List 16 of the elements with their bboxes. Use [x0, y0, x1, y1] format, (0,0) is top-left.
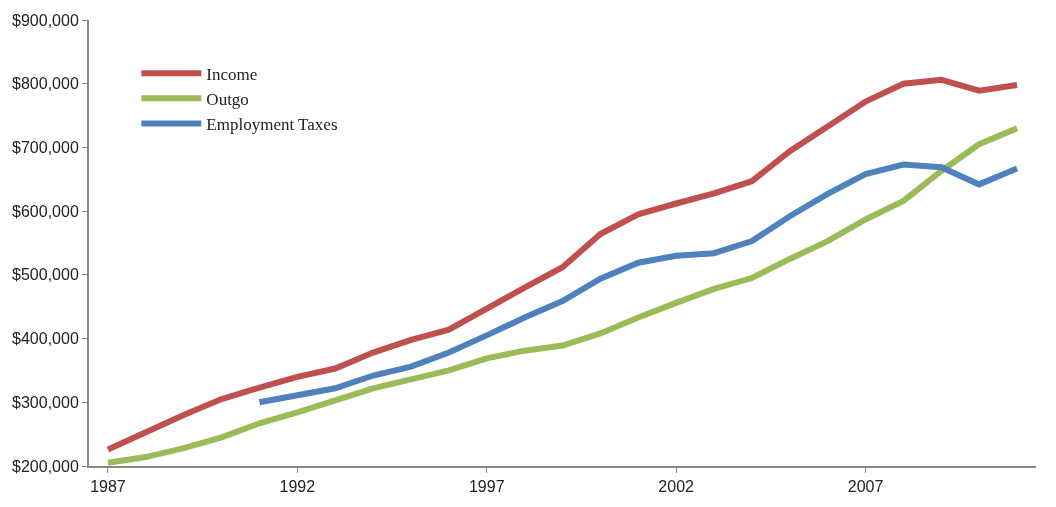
x-tick-label: 1992 [279, 478, 316, 496]
legend-label: Employment Taxes [206, 115, 338, 135]
y-tick-label: $600,000 [12, 202, 79, 220]
legend-label: Income [206, 64, 258, 84]
x-tick-label: 1987 [90, 478, 126, 496]
legend-label: Outgo [206, 89, 249, 109]
x-tick-label: 1997 [468, 478, 505, 496]
y-tick-label: $900,000 [12, 11, 79, 29]
y-tick-label: $700,000 [12, 139, 79, 157]
x-tick-label: 2002 [658, 478, 695, 496]
y-tick-label: $300,000 [12, 393, 79, 411]
y-tick-label: $200,000 [12, 457, 79, 475]
y-tick-label: $400,000 [12, 330, 79, 348]
y-tick-label: $500,000 [12, 266, 79, 284]
y-tick-label: $800,000 [12, 75, 79, 93]
x-tick-label: 2007 [847, 478, 884, 496]
